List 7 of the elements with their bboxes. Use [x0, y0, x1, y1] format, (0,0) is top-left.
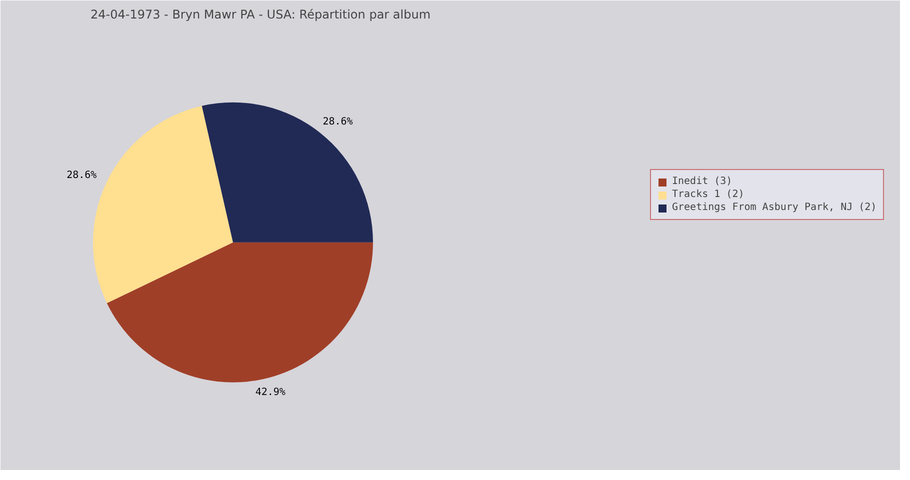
data-label: 28.6% — [66, 170, 97, 182]
data-label: 28.6% — [322, 116, 353, 128]
data-label: 42.9% — [255, 387, 286, 398]
legend-label: Tracks 1 (2) — [672, 189, 744, 200]
chart-title: 24-04-1973 - Bryn Mawr PA - USA: Répartition par album — [90, 8, 431, 22]
legend-label: Inedit (3) — [672, 176, 732, 187]
legend-label: Greetings From Asbury Park, NJ (2) — [672, 202, 877, 213]
